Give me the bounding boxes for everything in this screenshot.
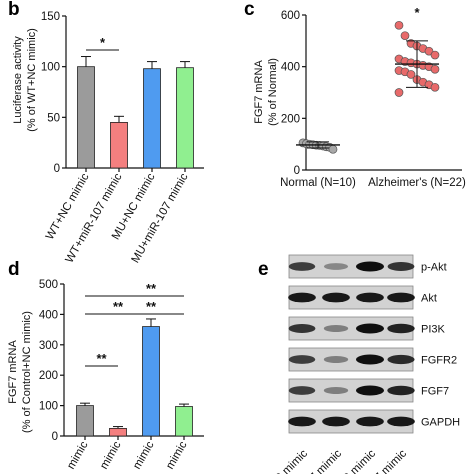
panel-e-band bbox=[387, 262, 415, 271]
panel-e-band bbox=[288, 262, 316, 271]
panel-e-band bbox=[387, 323, 415, 334]
panel-c-data-point bbox=[394, 88, 404, 97]
panel-b-bar bbox=[143, 68, 161, 169]
panel-d-ytick-label: 0 bbox=[52, 431, 58, 443]
panel-c-ylabel-line2: (% of Normal) bbox=[267, 58, 279, 126]
panel-e-band bbox=[323, 356, 349, 363]
panel-d: d FGF7 mRNA (% of Control+NC mimic) 0 100… bbox=[7, 259, 204, 472]
panel-c: c FGF7 mRNA (% of Normal) 0 200 400 600 Norm… bbox=[244, 0, 466, 189]
panel-d-bar bbox=[76, 405, 94, 437]
panel-e-protein-label: FGF7 bbox=[421, 386, 449, 398]
panel-e-band bbox=[288, 355, 316, 364]
panel-letter-b: b bbox=[8, 0, 20, 20]
panel-e-lane-label: VC mimic bbox=[335, 447, 378, 474]
panel-d-ylabel-line1: FGF7 mRNA bbox=[7, 340, 19, 404]
panel-b-ytick-label: 100 bbox=[41, 62, 60, 74]
panel-e-lane-label: VC mimic bbox=[267, 447, 310, 474]
panel-e-band bbox=[288, 292, 316, 303]
panel-c-ylabel: FGF7 mRNA (% of Normal) bbox=[253, 58, 279, 126]
panel-c-data-point bbox=[430, 50, 440, 60]
panel-d-category-label: mimic bbox=[65, 439, 91, 471]
panel-d-ytick-label: 500 bbox=[39, 279, 58, 291]
panel-e-band bbox=[356, 292, 384, 303]
panel-e-band bbox=[356, 261, 384, 272]
panel-c-ylabel-line1: FGF7 mRNA bbox=[253, 60, 265, 124]
panel-e-lane-label: 07 mimic bbox=[303, 447, 344, 474]
panel-e-band bbox=[323, 263, 349, 270]
panel-e-protein-label: PI3K bbox=[421, 324, 446, 336]
panel-c-data-point bbox=[400, 31, 410, 41]
panel-e-band bbox=[323, 325, 349, 332]
panel-letter-c: c bbox=[244, 0, 255, 20]
panel-e-band bbox=[387, 292, 415, 303]
panel-e-band bbox=[356, 354, 384, 365]
panel-b-ytick-label: 50 bbox=[47, 112, 60, 124]
panel-c-category-label: Normal (N=10) bbox=[280, 177, 356, 189]
panel-d-category-label: mimic bbox=[98, 439, 124, 471]
panel-c-data-point bbox=[430, 64, 440, 74]
panel-b-ytick-label: 150 bbox=[41, 11, 60, 23]
panel-d-significance-marker: ** bbox=[146, 281, 157, 296]
panel-b-bar bbox=[110, 122, 128, 169]
panel-d-bar bbox=[142, 326, 160, 437]
panel-d-bar bbox=[109, 427, 127, 437]
panel-e-band bbox=[322, 416, 350, 427]
panel-c-data-point bbox=[406, 70, 416, 79]
panel-b-bar bbox=[176, 67, 194, 169]
panel-c-ytick-label: 600 bbox=[281, 10, 300, 22]
panel-e-band bbox=[356, 385, 384, 396]
panel-e-protein-label: p-Akt bbox=[421, 262, 447, 274]
panel-e-band bbox=[288, 386, 316, 395]
panel-e-band bbox=[356, 416, 384, 427]
panel-e-band bbox=[323, 387, 349, 394]
panel-e-band bbox=[288, 324, 316, 333]
panel-c-data-point bbox=[394, 20, 404, 30]
panel-letter-e: e bbox=[258, 259, 269, 280]
panel-d-bar bbox=[175, 406, 193, 437]
panel-d-significance-marker: ** bbox=[146, 299, 157, 314]
panel-d-ytick-label: 400 bbox=[39, 309, 58, 321]
panel-e-protein-label: GAPDH bbox=[421, 417, 460, 429]
panel-e-band bbox=[387, 354, 415, 365]
panel-letter-d: d bbox=[8, 259, 20, 280]
panel-c-data-point bbox=[328, 144, 338, 154]
panel-b-ylabel-line1: Luciferase activity bbox=[12, 36, 24, 124]
panel-c-plot: 0 200 400 600 Normal (N=10) Alzheimer's (N=22… bbox=[280, 5, 466, 189]
panel-e-protein-label: Akt bbox=[421, 293, 437, 305]
panel-e-protein-label: FGFR2 bbox=[421, 355, 457, 367]
panel-c-ytick-label: 0 bbox=[294, 165, 300, 177]
panel-e-band bbox=[322, 292, 350, 303]
panel-d-ytick-label: 100 bbox=[39, 401, 58, 413]
panel-d-plot: 0 100 200 300 400 500 mimic mimic mimic mimic ** **… bbox=[39, 279, 204, 472]
panel-c-ytick-label: 400 bbox=[281, 62, 300, 74]
panel-e-band bbox=[356, 323, 384, 334]
panel-e-band bbox=[387, 416, 415, 427]
panel-d-category-label: mimic bbox=[131, 439, 157, 471]
panel-b-significance-marker: * bbox=[100, 35, 106, 50]
panel-c-category-label: Alzheimer's (N=22) bbox=[368, 177, 466, 189]
panel-d-category-label: mimic bbox=[164, 439, 190, 471]
panel-d-ytick-label: 200 bbox=[39, 370, 58, 382]
panel-e-band bbox=[387, 385, 415, 396]
panel-b-bar bbox=[77, 66, 95, 169]
panel-c-significance-marker: * bbox=[414, 5, 420, 20]
panel-b: b Luciferase activity (% of WT+NC mimic)… bbox=[8, 0, 204, 265]
panel-b-ytick-label: 0 bbox=[54, 163, 60, 175]
panel-b-ylabel-line2: (% of WT+NC mimic) bbox=[26, 28, 38, 132]
panel-c-data-point bbox=[430, 82, 440, 92]
panel-c-ytick-label: 200 bbox=[281, 113, 300, 125]
panel-d-significance-marker: ** bbox=[96, 351, 107, 366]
panel-d-significance-marker: ** bbox=[113, 299, 124, 314]
panel-c-data-point bbox=[424, 46, 434, 56]
panel-b-ylabel: Luciferase activity (% of WT+NC mimic) bbox=[12, 28, 38, 132]
panel-d-ytick-label: 300 bbox=[39, 340, 58, 352]
panel-d-ylabel: FGF7 mRNA (% of Control+NC mimic) bbox=[7, 311, 33, 433]
panel-d-ylabel-line2: (% of Control+NC mimic) bbox=[21, 311, 33, 433]
panel-e-band bbox=[288, 416, 316, 427]
